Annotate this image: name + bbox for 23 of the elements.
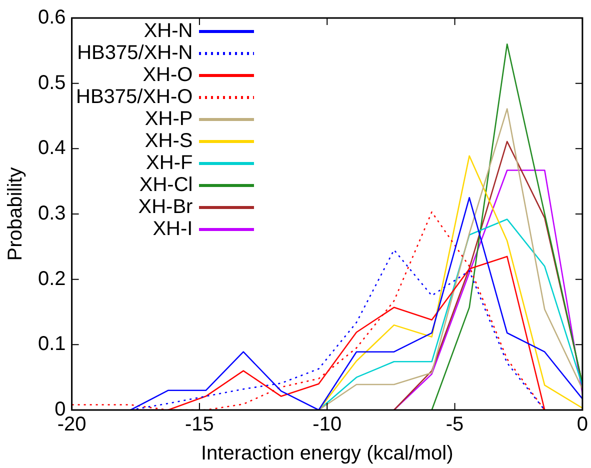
legend-label: XH-O bbox=[142, 64, 193, 86]
legend-label: XH-F bbox=[146, 152, 193, 174]
x-tick-label: -15 bbox=[185, 414, 214, 436]
legend-label: XH-I bbox=[152, 218, 193, 240]
x-tick-label: 0 bbox=[576, 414, 588, 436]
legend-label: XH-Br bbox=[138, 196, 193, 218]
x-tick-label: -5 bbox=[446, 414, 464, 436]
x-tick-label: -10 bbox=[312, 414, 342, 436]
y-tick-label: 0.6 bbox=[38, 6, 66, 29]
x-axis-title: Interaction energy (kcal/mol) bbox=[200, 442, 454, 465]
legend-label: XH-N bbox=[144, 20, 193, 42]
y-axis-title: Probability bbox=[4, 167, 27, 261]
legend-label: XH-S bbox=[144, 130, 193, 152]
y-tick-label: 0 bbox=[54, 398, 66, 421]
y-tick-label: 0.1 bbox=[38, 333, 66, 356]
y-tick-label: 0.5 bbox=[38, 72, 66, 94]
y-tick-label: 0.2 bbox=[38, 268, 66, 290]
legend-label: XH-P bbox=[144, 108, 193, 130]
legend-label: XH-Cl bbox=[139, 174, 193, 196]
legend-label: HB375/XH-N bbox=[77, 42, 193, 64]
legend-label: HB375/XH-O bbox=[76, 86, 193, 108]
y-tick-label: 0.4 bbox=[38, 137, 66, 160]
y-tick-label: 0.3 bbox=[38, 202, 66, 225]
